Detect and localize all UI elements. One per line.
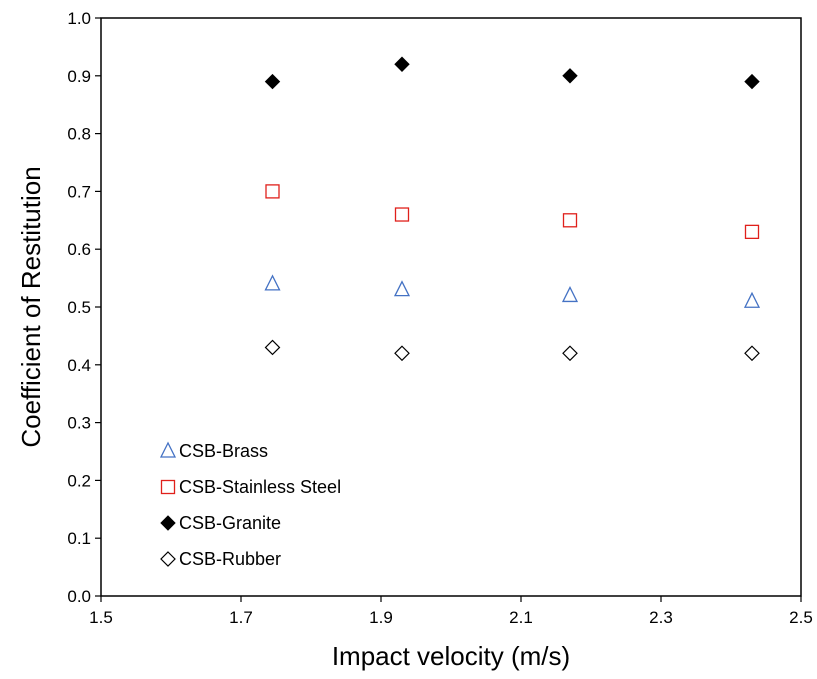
point-csb-granite <box>562 68 578 84</box>
y-axis-title: Coefficient of Restitution <box>16 166 46 447</box>
point-csb-granite <box>264 73 281 90</box>
y-tick-label: 0.2 <box>67 471 91 490</box>
x-tick-label: 2.3 <box>649 608 673 627</box>
legend-marker-csb-granite <box>160 515 176 531</box>
plot-area <box>100 17 802 597</box>
legend-label-csb-stainless-steel: CSB-Stainless Steel <box>179 477 341 497</box>
point-csb-brass <box>264 274 281 291</box>
x-tick-label: 1.5 <box>89 608 113 627</box>
point-csb-rubber <box>562 345 578 362</box>
y-tick-label: 0.3 <box>67 414 91 433</box>
x-tick-label: 1.7 <box>229 608 253 627</box>
point-csb-granite <box>744 73 760 90</box>
point-csb-brass <box>743 291 761 308</box>
point-csb-stainless-steel <box>562 213 578 228</box>
y-tick-label: 0.4 <box>67 356 91 375</box>
legend-label-csb-brass: CSB-Brass <box>179 441 268 461</box>
y-tick-label: 0.8 <box>67 125 91 144</box>
point-csb-stainless-steel <box>394 207 410 222</box>
data-points <box>264 56 761 362</box>
point-csb-granite <box>394 56 410 72</box>
legend-marker-csb-rubber <box>160 551 176 567</box>
x-axis: 1.5 1.7 1.9 2.1 2.3 2.5 <box>89 596 813 627</box>
x-axis-title: Impact velocity (m/s) <box>332 641 570 671</box>
x-tick-label: 1.9 <box>369 608 393 627</box>
point-csb-brass <box>561 285 579 303</box>
point-csb-stainless-steel <box>744 224 760 240</box>
y-tick-label: 0.5 <box>67 298 91 317</box>
point-csb-rubber <box>744 345 760 362</box>
point-csb-rubber <box>394 345 410 362</box>
x-tick-label: 2.1 <box>509 608 533 627</box>
point-csb-brass <box>393 280 411 297</box>
legend: CSB-Brass CSB-Stainless Steel CSB-Granite C… <box>159 441 341 569</box>
y-tick-label: 1.0 <box>67 9 91 28</box>
x-tick-label: 2.5 <box>789 608 813 627</box>
y-tick-label: 0.6 <box>67 240 91 259</box>
y-tick-label: 0.9 <box>67 67 91 86</box>
legend-marker-csb-stainless-steel <box>160 479 176 495</box>
y-tick-label: 0.0 <box>67 587 91 606</box>
y-tick-label: 0.1 <box>67 529 91 548</box>
y-tick-label: 0.7 <box>67 182 91 201</box>
legend-label-csb-rubber: CSB-Rubber <box>179 549 281 569</box>
point-csb-rubber <box>264 339 281 356</box>
legend-marker-csb-brass <box>159 441 177 458</box>
legend-label-csb-granite: CSB-Granite <box>179 513 281 533</box>
y-axis: 0.0 0.1 0.2 0.3 0.4 0.5 0.6 0.7 0.8 0.9 1.0 <box>67 9 101 606</box>
point-csb-stainless-steel <box>265 184 280 199</box>
